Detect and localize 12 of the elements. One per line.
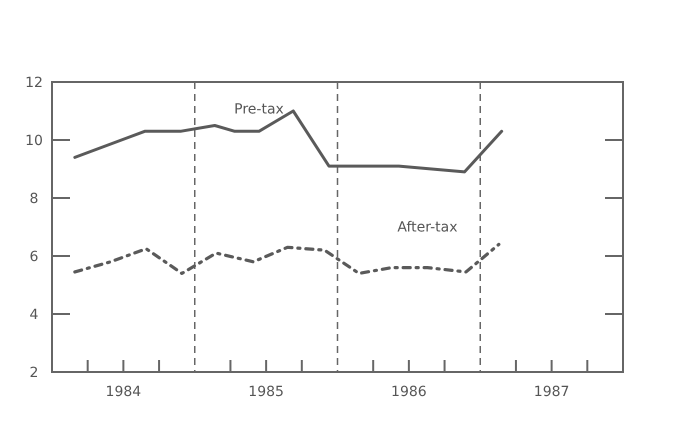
y-tick-label: 2	[30, 364, 38, 381]
y-tick-label: 12	[25, 74, 43, 91]
series-label: Pre-tax	[234, 101, 284, 118]
x-tick-label: 1987	[534, 384, 570, 400]
x-tick-label: 1985	[248, 384, 284, 400]
y-tick-label: 6	[30, 248, 39, 265]
x-tick-label: 1984	[106, 384, 142, 400]
y-tick-label: 4	[30, 306, 39, 323]
x-tick-label: 1986	[391, 384, 427, 400]
y-tick-label: 10	[25, 132, 43, 149]
text: After-tax	[397, 220, 458, 236]
y-tick-label: 8	[30, 190, 38, 207]
